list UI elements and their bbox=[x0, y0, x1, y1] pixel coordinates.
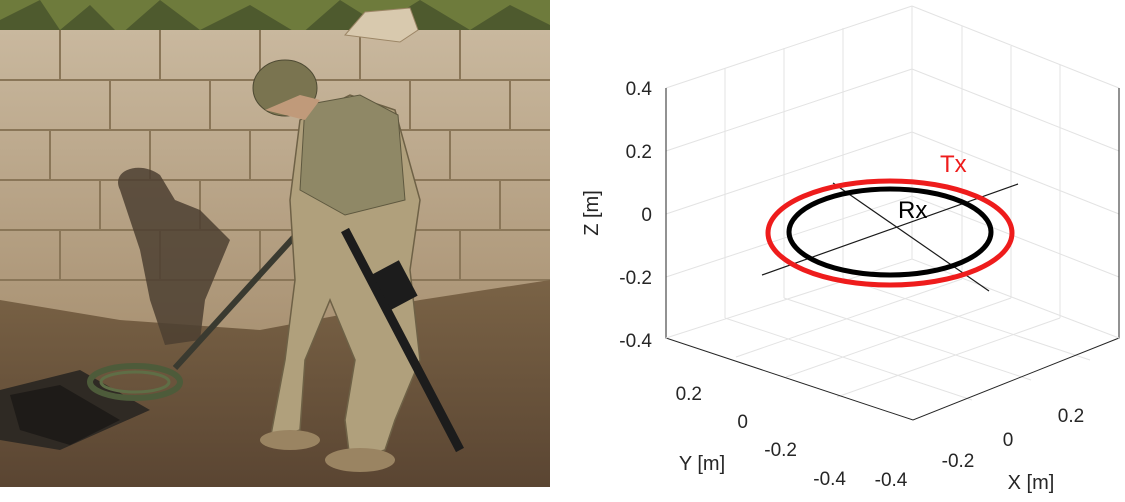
plot-grid bbox=[665, 5, 1120, 401]
z-tick: 0 bbox=[641, 205, 652, 226]
y-tick: 0.2 bbox=[676, 384, 702, 405]
z-axis-title: Z [m] bbox=[581, 190, 603, 236]
x-tick: -0.2 bbox=[942, 451, 975, 472]
x-tick: -0.4 bbox=[875, 470, 908, 491]
z-tick: 0.2 bbox=[626, 142, 652, 163]
y-tick: -0.2 bbox=[764, 440, 797, 461]
plot-box-front bbox=[665, 88, 1120, 421]
soldier-photo bbox=[0, 0, 550, 487]
coil-3d-plot: 0.4 0.2 0 -0.2 -0.4 Z [m] 0.2 0 -0.2 -0.… bbox=[550, 0, 1125, 502]
origin-axis-line bbox=[761, 183, 1019, 276]
x-tick-labels: -0.4 -0.2 0 0.2 bbox=[875, 406, 1085, 491]
y-tick: -0.4 bbox=[813, 469, 846, 490]
x-tick: 0.2 bbox=[1058, 406, 1084, 427]
boot bbox=[325, 448, 395, 472]
detector-pole bbox=[172, 222, 308, 371]
y-tick-labels: 0.2 0 -0.2 -0.4 bbox=[676, 384, 847, 490]
x-axis-title: X [m] bbox=[1008, 472, 1055, 494]
tx-coil bbox=[765, 178, 1015, 288]
z-tick: -0.4 bbox=[619, 331, 652, 352]
y-axis-title: Y [m] bbox=[679, 453, 725, 475]
soldier-shadow bbox=[118, 167, 230, 345]
coil-plot-svg: 0.4 0.2 0 -0.2 -0.4 Z [m] 0.2 0 -0.2 -0.… bbox=[581, 5, 1120, 494]
z-tick: -0.2 bbox=[619, 268, 652, 289]
soldier-photo-illustration bbox=[0, 0, 550, 487]
z-tick-labels: 0.4 0.2 0 -0.2 -0.4 bbox=[619, 79, 652, 352]
rx-coil bbox=[786, 186, 994, 278]
rx-label: Rx bbox=[898, 197, 927, 224]
x-tick: 0 bbox=[1003, 430, 1014, 451]
z-tick: 0.4 bbox=[626, 79, 653, 100]
y-tick: 0 bbox=[737, 412, 748, 433]
tx-label: Tx bbox=[940, 151, 967, 178]
rifle bbox=[341, 227, 464, 453]
detector-coil bbox=[87, 363, 183, 401]
